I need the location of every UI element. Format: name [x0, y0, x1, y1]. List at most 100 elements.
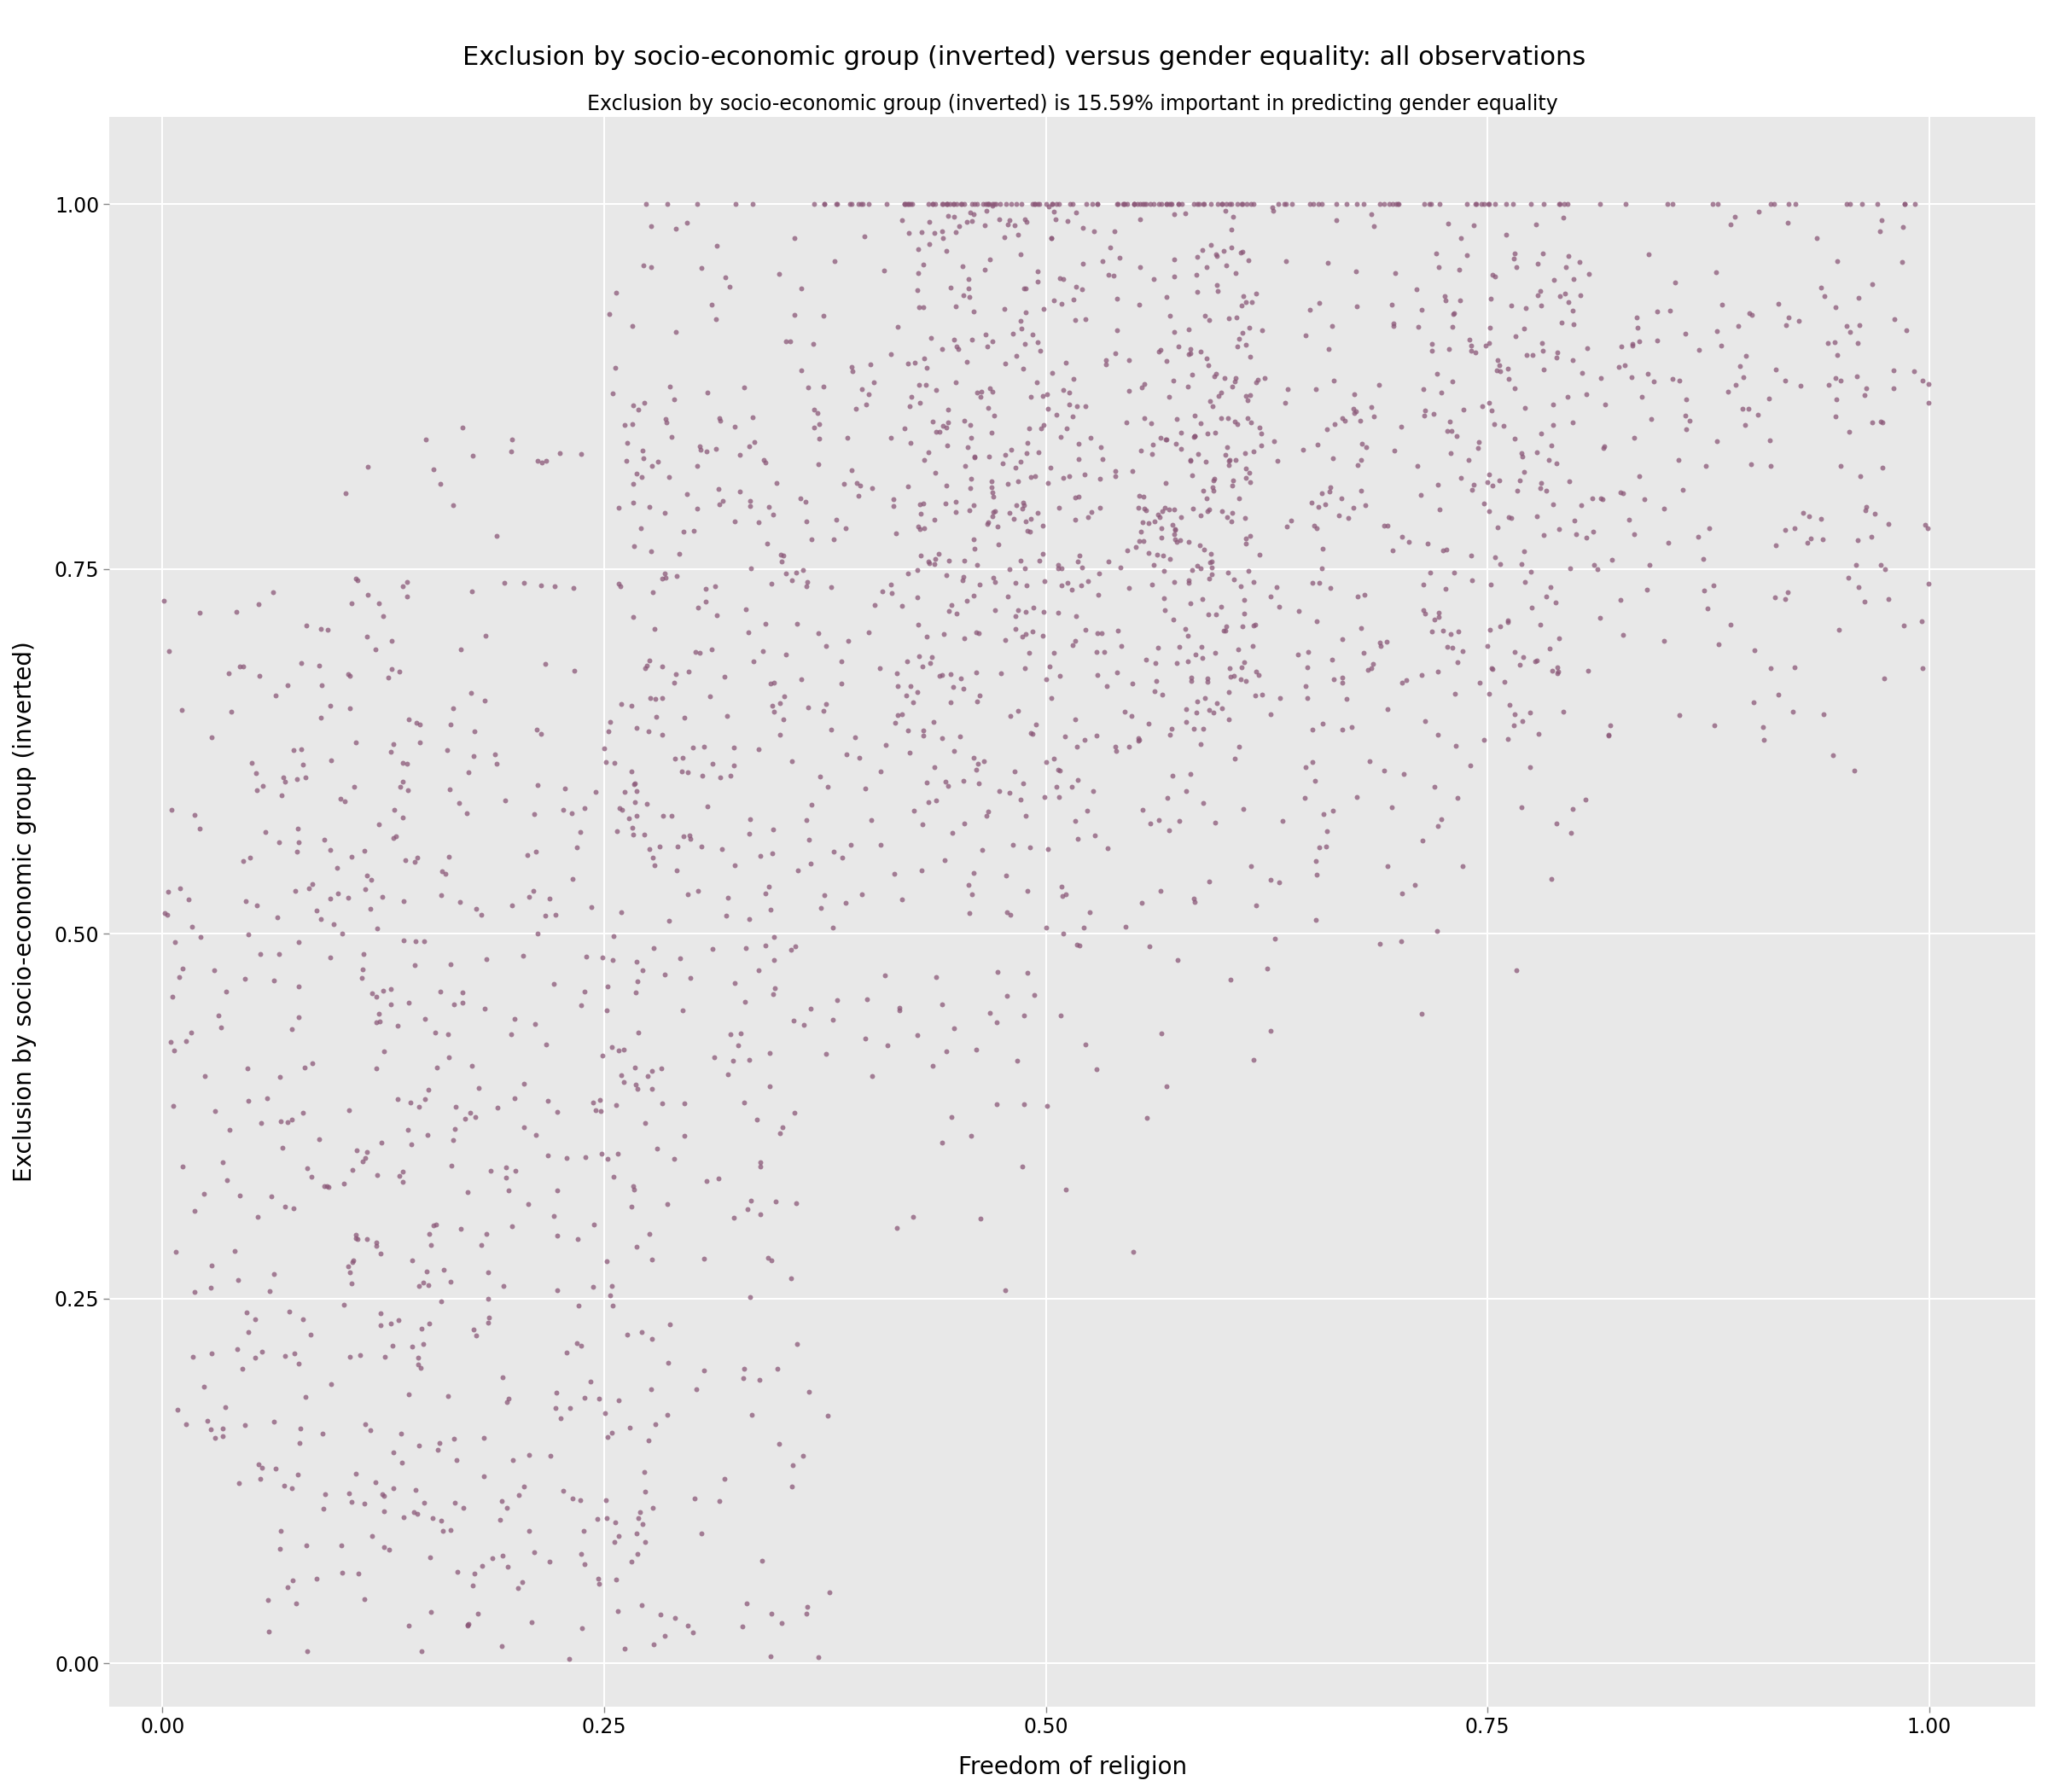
Point: [1006, 315, 1038, 344]
Point: [756, 980, 788, 1009]
Point: [381, 1084, 414, 1113]
Point: [1831, 312, 1864, 340]
Point: [508, 568, 541, 597]
Point: [1022, 547, 1055, 575]
Point: [926, 335, 958, 364]
Point: [518, 876, 551, 905]
Point: [1229, 667, 1262, 695]
Point: [774, 1263, 807, 1292]
Point: [1794, 525, 1827, 554]
Point: [1028, 294, 1061, 323]
Point: [907, 292, 940, 321]
Point: [1212, 559, 1245, 588]
Point: [522, 919, 555, 948]
Point: [512, 1190, 545, 1219]
Point: [1536, 391, 1569, 419]
Point: [270, 670, 303, 699]
Point: [883, 996, 915, 1025]
Point: [1497, 711, 1530, 740]
Point: [172, 885, 205, 914]
Point: [1176, 663, 1208, 692]
Point: [621, 968, 653, 996]
Point: [651, 1349, 684, 1378]
Point: [1319, 190, 1352, 219]
Point: [1004, 448, 1036, 477]
Point: [475, 1158, 508, 1186]
Point: [395, 1245, 428, 1274]
Point: [1206, 190, 1239, 219]
Point: [481, 1093, 514, 1122]
Point: [1622, 462, 1655, 491]
Point: [1100, 190, 1133, 219]
Point: [1368, 756, 1401, 785]
Point: [1145, 523, 1178, 552]
Point: [1663, 366, 1696, 394]
Point: [614, 1192, 647, 1220]
Point: [1120, 190, 1153, 219]
Point: [1098, 462, 1130, 491]
Point: [993, 900, 1026, 928]
Point: [999, 491, 1032, 520]
Point: [758, 973, 791, 1002]
Point: [1509, 394, 1542, 423]
Point: [602, 1521, 635, 1550]
Point: [1040, 772, 1073, 801]
Point: [997, 504, 1030, 532]
Point: [766, 1113, 799, 1142]
Point: [1108, 190, 1141, 219]
Point: [209, 1392, 242, 1421]
Point: [1147, 496, 1180, 525]
Point: [776, 1005, 809, 1034]
Point: [616, 758, 649, 787]
Point: [1032, 470, 1065, 498]
Point: [1516, 593, 1548, 622]
Point: [283, 828, 315, 857]
Point: [1761, 681, 1794, 710]
Point: [1337, 380, 1370, 409]
Point: [1171, 647, 1204, 676]
Point: [635, 1073, 668, 1102]
Point: [1454, 326, 1487, 355]
Point: [541, 1222, 573, 1251]
Point: [229, 887, 262, 916]
Point: [1473, 496, 1505, 525]
Point: [752, 873, 784, 901]
Point: [1876, 373, 1909, 401]
Point: [934, 274, 967, 303]
Point: [1192, 564, 1225, 593]
Point: [735, 403, 768, 432]
Point: [1001, 1047, 1034, 1075]
Point: [1405, 1000, 1438, 1029]
Point: [690, 588, 723, 616]
Point: [1176, 360, 1208, 389]
Point: [518, 1009, 551, 1038]
Point: [741, 509, 774, 538]
Point: [1456, 475, 1489, 504]
Point: [918, 219, 950, 247]
Point: [1243, 661, 1276, 690]
Point: [645, 1600, 678, 1629]
Point: [1069, 1030, 1102, 1059]
Point: [1483, 351, 1516, 380]
Point: [817, 1005, 850, 1034]
Point: [958, 443, 991, 471]
Point: [289, 763, 322, 792]
Point: [627, 437, 659, 466]
Point: [977, 190, 1010, 219]
Point: [961, 754, 993, 783]
Point: [485, 1364, 518, 1392]
Point: [913, 548, 946, 577]
Point: [1194, 539, 1227, 568]
Point: [586, 1041, 618, 1070]
Point: [893, 738, 926, 767]
Point: [1161, 946, 1194, 975]
Point: [520, 771, 553, 799]
Point: [1237, 437, 1270, 466]
Point: [780, 1330, 813, 1358]
Point: [596, 378, 629, 407]
Point: [1214, 507, 1247, 536]
Point: [1204, 496, 1237, 525]
Point: [1141, 500, 1174, 529]
Point: [1006, 489, 1038, 518]
Point: [1067, 912, 1100, 941]
